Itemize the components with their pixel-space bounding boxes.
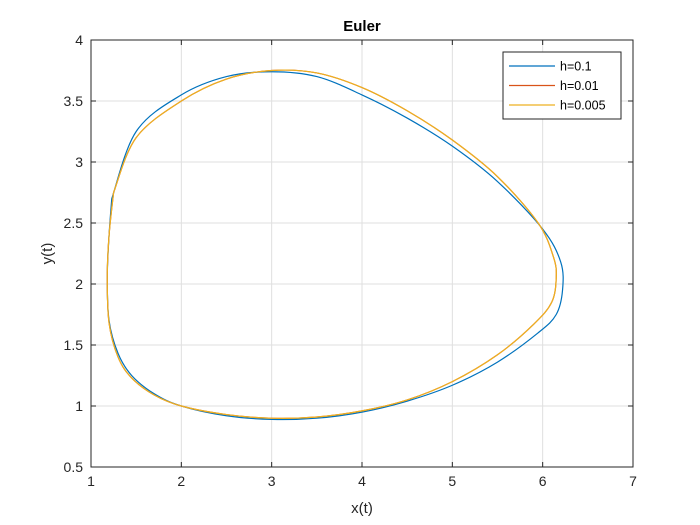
y-axis-label: y(t): [39, 243, 56, 265]
x-tick-label: 1: [87, 473, 95, 489]
x-tick-label: 7: [629, 473, 637, 489]
y-tick-label: 3.5: [64, 93, 84, 109]
chart-title: Euler: [343, 18, 381, 35]
y-tick-label: 1.5: [64, 337, 84, 353]
y-tick-label: 0.5: [64, 459, 84, 475]
y-tick-label: 2: [75, 276, 83, 292]
x-tick-label: 4: [358, 473, 366, 489]
legend: h=0.1 h=0.01 h=0.005: [502, 51, 622, 120]
x-tick-label: 3: [268, 473, 276, 489]
x-tick-label: 6: [539, 473, 547, 489]
y-tick-label: 3: [75, 154, 83, 170]
series-line-1: [106, 71, 564, 421]
ticks: 1 2 3 4 5 6 70.511.522.533.54: [64, 32, 638, 489]
x-tick-label: 2: [177, 473, 185, 489]
x-tick-label: 5: [448, 473, 456, 489]
series-line-3: [106, 69, 557, 419]
legend-label: h=0.1: [560, 60, 592, 74]
legend-label: h=0.01: [560, 79, 599, 93]
x-axis-label: x(t): [351, 500, 373, 517]
series-layer: [106, 69, 564, 421]
y-tick-label: 2.5: [64, 215, 84, 231]
y-tick-label: 4: [75, 32, 83, 48]
y-tick-label: 1: [75, 398, 83, 414]
legend-label: h=0.005: [560, 99, 606, 113]
